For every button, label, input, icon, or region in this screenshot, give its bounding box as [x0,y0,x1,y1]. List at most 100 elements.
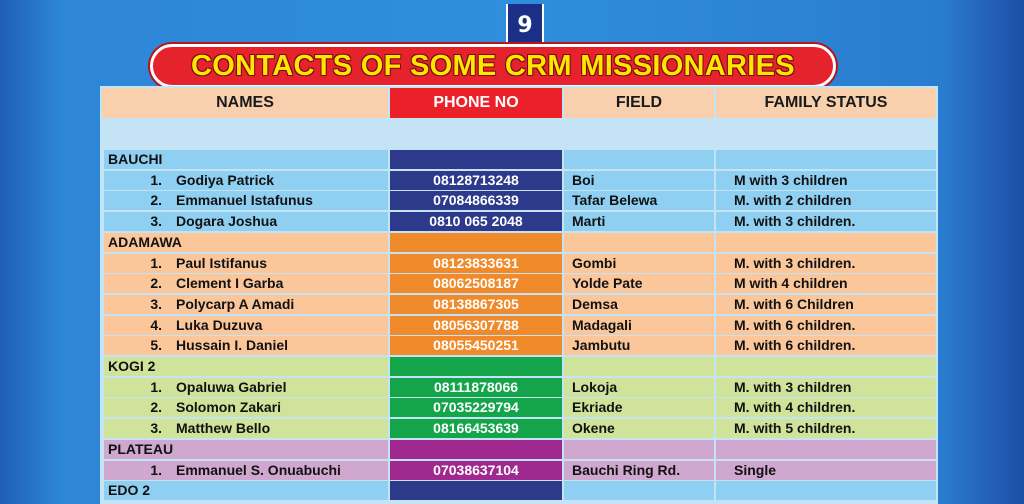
missionary-name: 1. Godiya Patrick [104,170,388,190]
missionary-name: 2. Clement I Garba [104,274,388,294]
phone-number: 08138867305 [390,294,562,314]
row-number: 2. [150,275,162,292]
family-status: M. with 5 children. [716,419,936,439]
table-row: 1. Opaluwa Gabriel 08111878066 Lokoja M. wit… [100,377,938,398]
table-row: 2. Clement I Garba 08062508187 Yolde Pate M … [100,274,938,294]
name-text: Solomon Zakari [176,399,282,416]
field-location: Tafar Belewa [564,191,714,211]
family-status: M. with 4 children. [716,398,936,418]
region-row: ADAMAWA [100,232,938,253]
table-row: 2. Solomon Zakari 07035229794 Ekriade M. wit… [100,398,938,418]
phone-number: 0810 065 2048 [390,212,562,232]
family-status: M. with 6 children. [716,315,936,335]
row-number: 2. [150,399,162,416]
phone-number: 07084866339 [390,191,562,211]
region-name: BAUCHI [104,150,388,169]
phone-number: 08123833631 [390,253,562,273]
table-row: 1. Paul Istifanus 08123833631 Gombi M. with … [100,253,938,274]
phone-number [390,481,562,501]
missionary-name: 3. Polycarp A Amadi [104,294,388,314]
row-number: 1. [150,171,162,188]
field-location: Bauchi Ring Rd. [564,460,714,480]
field-location: Boi [564,170,714,190]
phone-number: 08055450251 [390,336,562,356]
region-name: KOGI 2 [104,357,388,376]
name-text: Polycarp A Amadi [176,295,295,312]
family-status: M. with 3 children [716,377,936,397]
missionary-name: 3. Dogara Joshua [104,212,388,232]
row-number: 1. [150,378,162,395]
contacts-table: NAMES PHONE NO FIELD FAMILY STATUS BAUCH… [100,86,938,504]
table-row: 5. Hussain I. Daniel 08055450251 Jambutu M. … [100,336,938,356]
family-status: M with 3 children [716,170,936,190]
field-location: Jambutu [564,336,714,356]
region-name: PLATEAU [104,439,388,459]
missionary-name: 2. Emmanuel Istafunus [104,191,388,211]
missionary-name: 3. Matthew Bello [104,419,388,439]
region-row: KOGI 2 [100,357,938,377]
missionary-name: 2. Solomon Zakari [104,398,388,418]
name-text: Paul Istifanus [176,254,268,271]
row-number: 3. [150,295,162,312]
name-text: Dogara Joshua [176,213,278,230]
family-status: M. with 6 Children [716,294,936,314]
phone-number [390,232,562,252]
row-number: 3. [150,213,162,230]
header-names: NAMES [102,88,388,118]
phone-number: 07038637104 [390,460,562,480]
family-status: M. with 3 children. [716,212,936,232]
name-text: Hussain I. Daniel [176,337,289,354]
table-row: 2. Emmanuel Istafunus 07084866339 Tafar Bel… [100,191,938,211]
row-number: 5. [150,337,162,354]
table-row: 4. Luka Duzuva 08056307788 Madagali M. with … [100,315,938,336]
row-number: 2. [150,192,162,209]
family-status: M. with 6 children. [716,336,936,356]
table-row: 3. Matthew Bello 08166453639 Okene M. with 5… [100,419,938,439]
name-text: Emmanuel Istafunus [176,192,313,209]
phone-number [390,357,562,376]
title-banner: CONTACTS OF SOME CRM MISSIONARIES [150,44,836,88]
phone-number: 08166453639 [390,419,562,439]
family-status [716,481,936,501]
row-number: 3. [150,420,162,437]
field-location: Madagali [564,315,714,335]
missionary-name: 4. Luka Duzuva [104,315,388,335]
field-location [564,357,714,376]
missionary-name: 5. Hussain I. Daniel [104,336,388,356]
phone-number [390,150,562,169]
phone-number: 08111878066 [390,377,562,397]
phone-number: 08056307788 [390,315,562,335]
region-name: EDO 2 [104,481,388,501]
missionary-name: 1. Emmanuel S. Onuabuchi [104,460,388,480]
name-text: Matthew Bello [176,420,271,437]
field-location: Demsa [564,294,714,314]
family-status: Single [716,460,936,480]
family-status [716,357,936,376]
field-location [564,232,714,252]
phone-number: 08128713248 [390,170,562,190]
field-location: Okene [564,419,714,439]
name-text: Godiya Patrick [176,171,275,188]
field-location [564,439,714,459]
field-location [564,481,714,501]
field-location [564,150,714,169]
phone-number [390,439,562,459]
row-number: 4. [150,316,162,333]
phone-number: 08062508187 [390,274,562,294]
family-status [716,150,936,169]
page-title: CONTACTS OF SOME CRM MISSIONARIES [191,49,795,82]
family-status [716,232,936,252]
field-location: Ekriade [564,398,714,418]
region-name: ADAMAWA [104,232,388,252]
field-location: Lokoja [564,377,714,397]
row-number: 1. [150,461,162,478]
field-location: Yolde Pate [564,274,714,294]
name-text: Emmanuel S. Onuabuchi [176,461,341,478]
name-text: Opaluwa Gabriel [176,378,287,395]
header-family-status: FAMILY STATUS [716,88,936,118]
family-status: M with 4 children [716,274,936,294]
region-row: BAUCHI [100,150,938,170]
region-row: EDO 2 [100,481,938,501]
page-number: 9 [517,12,533,38]
region-row: PLATEAU [100,439,938,460]
